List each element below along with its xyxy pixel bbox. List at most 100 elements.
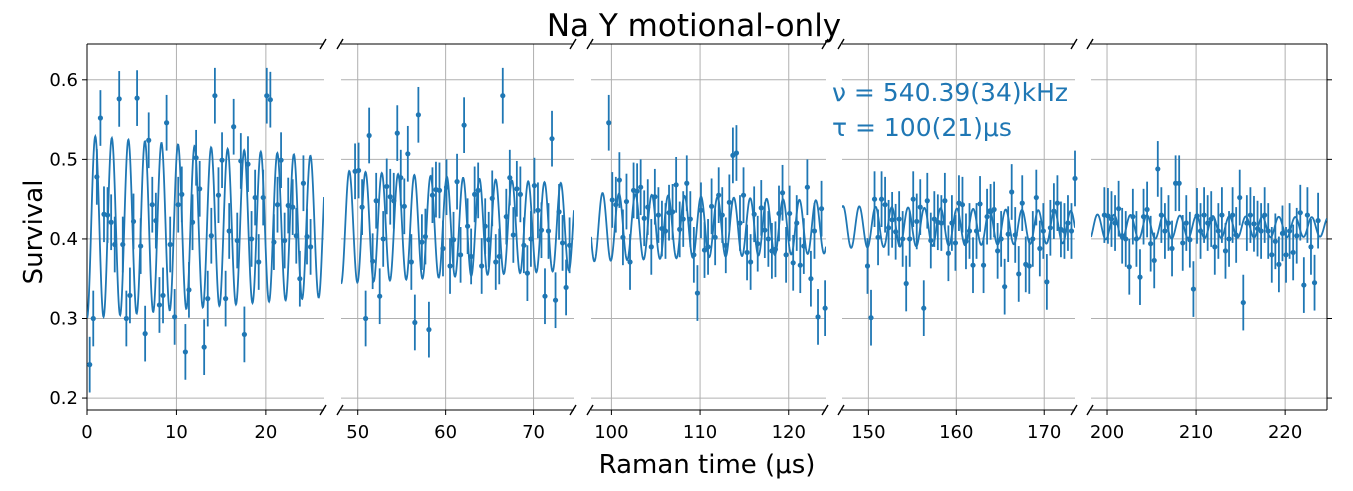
data-point: [931, 216, 937, 222]
data-point: [1290, 249, 1296, 256]
data-point: [436, 187, 443, 193]
data-point: [1237, 194, 1243, 201]
data-point: [1165, 220, 1172, 226]
data-point: [186, 287, 192, 293]
data-point: [412, 319, 418, 326]
data-point: [394, 130, 400, 136]
data-point: [896, 216, 902, 222]
data-point: [868, 315, 874, 321]
data-point: [783, 252, 789, 258]
data-point: [794, 220, 800, 226]
break-mark: [837, 38, 845, 50]
data-point: [1233, 232, 1239, 238]
data-point: [797, 262, 803, 268]
data-point: [142, 331, 148, 337]
data-point: [949, 220, 955, 226]
axis-break-marks: [837, 38, 1078, 416]
x-tick-label: 20: [254, 422, 277, 443]
data-point: [535, 207, 541, 213]
x-tick-label: 110: [683, 422, 717, 443]
data-point: [156, 302, 163, 308]
data-point: [1155, 166, 1161, 172]
data-point: [966, 228, 973, 234]
fit-curve: [341, 169, 574, 285]
data-point: [500, 93, 506, 99]
data-point: [1265, 228, 1271, 234]
data-point: [457, 252, 464, 258]
data-point: [1283, 252, 1289, 258]
data-point: [1208, 216, 1214, 222]
data-point: [811, 228, 818, 234]
data-point: [645, 204, 651, 210]
data-point: [864, 263, 871, 269]
data-point: [87, 362, 93, 368]
data-point: [776, 210, 782, 217]
data-point: [698, 207, 704, 213]
data-point: [271, 239, 277, 245]
data-point: [1190, 286, 1197, 292]
y-tick-label: 0.5: [49, 149, 78, 170]
data-point: [108, 219, 114, 225]
x-tick-label: 170: [1027, 422, 1061, 443]
x-tick-label: 60: [434, 422, 457, 443]
data-point: [408, 259, 414, 265]
data-point: [1247, 212, 1254, 218]
data-points: [864, 150, 1078, 346]
data-point: [1244, 220, 1250, 226]
data-point: [517, 191, 523, 197]
data-point: [694, 290, 701, 296]
data-point: [1286, 228, 1293, 234]
axis-break-marks: [319, 38, 327, 416]
data-point: [1033, 194, 1039, 201]
data-point: [419, 239, 425, 245]
data-point: [290, 204, 296, 210]
x-axis-label: Raman time (μs): [599, 450, 816, 480]
data-point: [373, 198, 379, 204]
data-point: [910, 196, 916, 202]
data-point: [1219, 212, 1225, 218]
data-point: [1005, 231, 1011, 237]
data-point: [172, 314, 178, 320]
break-mark: [569, 404, 577, 416]
break-mark: [319, 38, 327, 50]
data-point: [1279, 230, 1286, 236]
x-tick-label: 0: [81, 422, 92, 443]
data-point: [201, 344, 207, 350]
data-point: [737, 220, 743, 226]
data-point: [748, 259, 754, 265]
data-point: [223, 296, 229, 302]
data-point: [415, 112, 421, 118]
data-point: [1187, 237, 1193, 243]
data-point: [677, 226, 683, 232]
data-point: [712, 234, 718, 240]
data-point: [634, 188, 640, 194]
data-point: [886, 225, 892, 231]
data-point: [938, 220, 944, 226]
data-point: [924, 198, 930, 204]
data-point: [808, 276, 814, 282]
data-point: [673, 182, 679, 188]
data-point: [447, 263, 453, 269]
data-point: [212, 93, 218, 99]
chart-title: Na Y motional-only: [547, 8, 841, 44]
data-point: [556, 209, 562, 215]
x-tick-label: 220: [1268, 422, 1302, 443]
data-point: [662, 228, 669, 234]
panels-layer: 0.2 0.3 0.4 0.5 0.6 0 10 20 50 60 70 100 110 120 150 16…: [49, 38, 1332, 443]
data-point: [942, 198, 948, 204]
data-point: [648, 244, 654, 250]
break-mark: [569, 38, 577, 50]
data-point: [208, 233, 214, 239]
data-point: [1205, 220, 1211, 226]
data-point: [503, 214, 509, 220]
data-point: [691, 252, 697, 258]
data-point: [1037, 245, 1043, 252]
data-point: [1315, 218, 1321, 224]
data-point: [620, 234, 626, 240]
x-tick-label: 100: [594, 422, 628, 443]
data-point: [889, 217, 895, 223]
break-mark: [586, 38, 594, 50]
data-point: [127, 292, 133, 299]
data-point: [1068, 228, 1075, 234]
